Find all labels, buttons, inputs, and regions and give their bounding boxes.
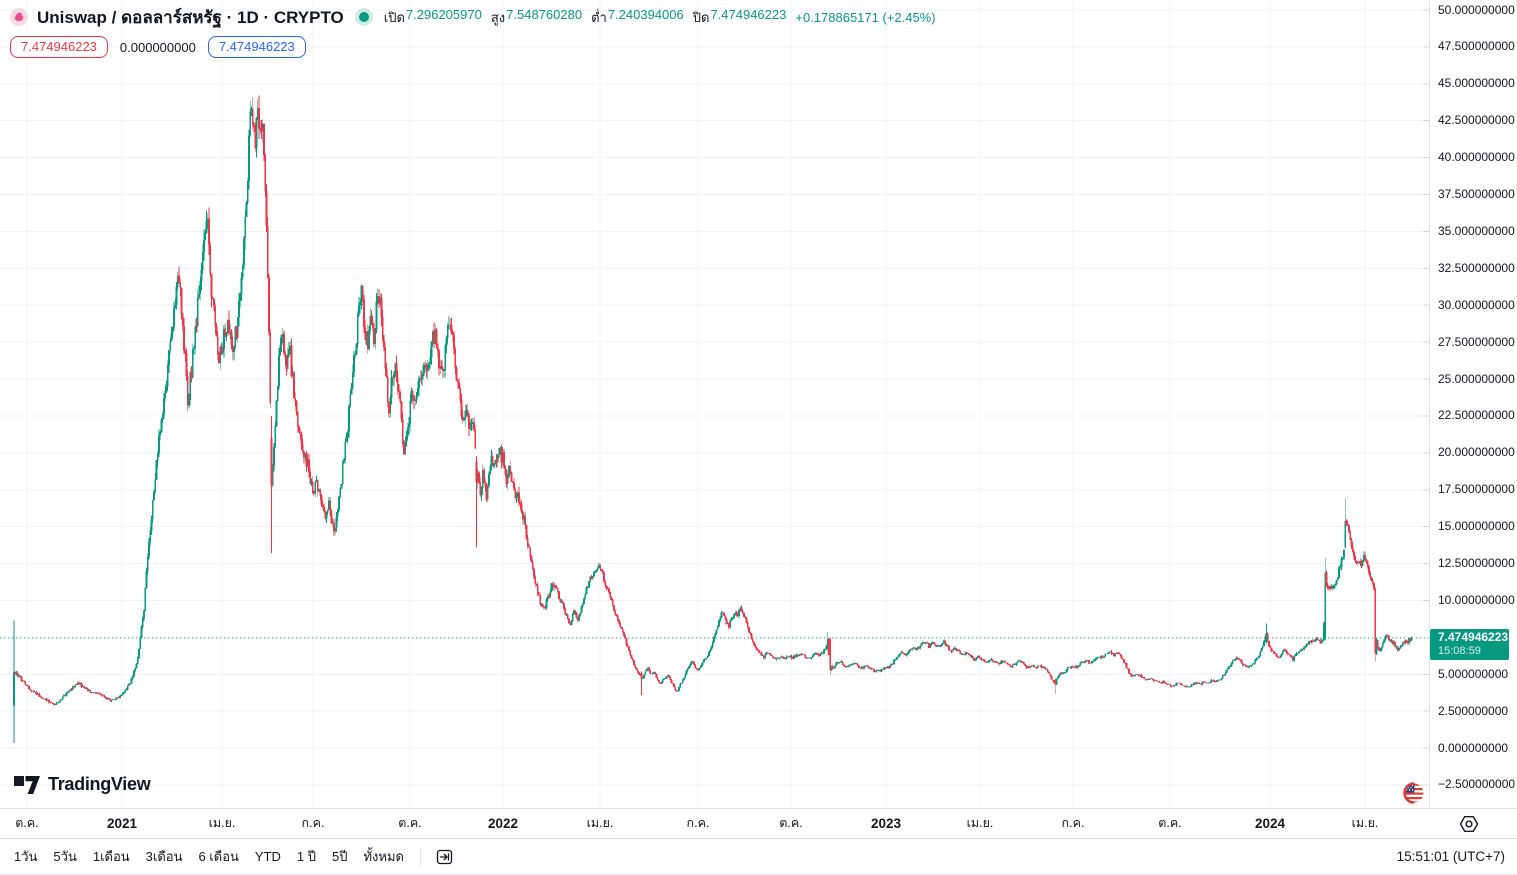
gear-icon[interactable] <box>1458 813 1480 835</box>
price-axis-label: 47.500000000 <box>1438 39 1515 54</box>
market-status-dot[interactable] <box>358 12 369 22</box>
bottom-toolbar: 1วัน 5วัน 1เดือน 3เดือน 6 เดือน YTD 1 ปี 5ปี ทั้… <box>0 838 1517 875</box>
high-label: สูง <box>490 9 506 25</box>
time-axis-month-label: ก.ค. <box>301 816 325 830</box>
price-axis-label: 17.500000000 <box>1438 482 1515 497</box>
range-button-5[interactable]: YTD <box>247 844 289 869</box>
range-buttons-group: 1วัน 5วัน 1เดือน 3เดือน 6 เดือน YTD 1 ปี 5ปี ทั้… <box>6 841 412 872</box>
price-axis-label: 50.000000000 <box>1438 2 1515 17</box>
price-axis[interactable]: 7.474946223 15:08:59 50.000000000 47.5000… <box>1429 0 1517 808</box>
change-value: +0.178865171 (+2.45%) <box>795 9 936 25</box>
high-value: 7.548760280 <box>506 6 583 22</box>
price-axis-label: 5.000000000 <box>1438 666 1509 681</box>
time-axis-month-label: ก.ค. <box>1061 816 1085 830</box>
open-value: 7.296205970 <box>405 6 482 22</box>
range-button-0[interactable]: 1วัน <box>6 841 45 872</box>
ohlc-values: เปิด 7.296205970 สูง 7.548760280 ต่ำ 7.2403… <box>384 7 936 28</box>
low-label: ต่ำ <box>591 9 607 25</box>
bar-countdown: 15:08:59 <box>1438 645 1481 658</box>
goto-date-button[interactable] <box>429 844 460 869</box>
range-button-4[interactable]: 6 เดือน <box>190 841 246 872</box>
price-axis-label: 2.500000000 <box>1438 703 1509 718</box>
range-button-1[interactable]: 5วัน <box>45 841 84 872</box>
time-axis-month-label: ต.ค. <box>15 816 39 830</box>
time-axis-month-label: ต.ค. <box>1158 816 1182 830</box>
price-axis-label: 15.000000000 <box>1438 519 1515 534</box>
toolbar-divider <box>419 846 421 867</box>
chart-legend: Uniswap / ดอลลาร์สหรัฐ · 1D · CRYPTO เปิ… <box>10 6 936 58</box>
time-axis[interactable]: ต.ค. 2021 เม.ย. ก.ค. ต.ค. 2022 เม.ย. ก.ค. ต.ค. 20… <box>0 808 1517 838</box>
price-axis-label: 25.000000000 <box>1438 371 1515 386</box>
price-alert-badge-blue[interactable]: 7.474946223 <box>207 36 306 58</box>
time-axis-month-label: ต.ค. <box>398 816 422 830</box>
price-axis-label: 30.000000000 <box>1438 297 1515 312</box>
close-label: ปิด <box>692 9 710 25</box>
price-axis-label: 35.000000000 <box>1438 223 1515 238</box>
range-button-6[interactable]: 1 ปี <box>289 841 324 872</box>
candlestick-chart[interactable] <box>0 0 1429 808</box>
range-button-7[interactable]: 5ปี <box>324 841 355 872</box>
price-axis-label: 45.000000000 <box>1438 76 1515 91</box>
price-alert-badge-red[interactable]: 7.474946223 <box>10 36 108 58</box>
time-axis-month-label: ต.ค. <box>779 816 803 830</box>
time-axis-month-label: เม.ย. <box>586 816 614 830</box>
symbol-title[interactable]: Uniswap / ดอลลาร์สหรัฐ · 1D · CRYPTO <box>37 7 344 27</box>
time-axis-month-label: เม.ย. <box>208 816 236 830</box>
time-axis-month-label: เม.ย. <box>966 816 994 830</box>
time-axis-year-label: 2021 <box>106 816 138 831</box>
uniswap-logo-icon <box>10 8 28 26</box>
price-axis-label: 32.500000000 <box>1438 260 1515 275</box>
price-axis-label: 22.500000000 <box>1438 408 1515 423</box>
price-axis-label: 12.500000000 <box>1438 556 1515 571</box>
tradingview-logo[interactable]: TradingView <box>14 772 151 796</box>
price-axis-label: 37.500000000 <box>1438 187 1515 202</box>
goto-date-icon <box>436 849 453 865</box>
range-button-8[interactable]: ทั้งหมด <box>355 841 412 872</box>
range-button-3[interactable]: 3เดือน <box>138 841 191 872</box>
pnl-value: 0.000000000 <box>119 39 196 55</box>
current-price-badge: 7.474946223 15:08:59 <box>1430 629 1509 661</box>
close-value: 7.474946223 <box>710 6 787 22</box>
open-label: เปิด <box>383 9 405 25</box>
price-axis-label: 42.500000000 <box>1438 113 1515 128</box>
us-flag-icon[interactable] <box>1402 781 1426 805</box>
range-button-2[interactable]: 1เดือน <box>85 841 138 872</box>
tradingview-mark-icon <box>14 776 40 794</box>
current-price-value: 7.474946223 <box>1438 630 1509 645</box>
chart-pane[interactable]: Uniswap / ดอลลาร์สหรัฐ · 1D · CRYPTO เปิ… <box>0 0 1517 808</box>
price-axis-label: 0.000000000 <box>1438 740 1509 755</box>
clock[interactable]: 15:51:01 (UTC+7) <box>1396 849 1505 864</box>
time-axis-month-label: ก.ค. <box>686 816 710 830</box>
price-axis-label: −2.500000000 <box>1438 777 1516 792</box>
price-axis-label: 20.000000000 <box>1438 445 1515 460</box>
time-axis-month-label: เม.ย. <box>1351 816 1379 830</box>
time-axis-year-label: 2022 <box>487 816 519 831</box>
tradingview-logo-text: TradingView <box>48 773 151 794</box>
price-axis-label: 40.000000000 <box>1438 150 1515 165</box>
low-value: 7.240394006 <box>607 6 684 22</box>
time-axis-year-label: 2023 <box>870 816 902 831</box>
price-axis-label: 10.000000000 <box>1438 592 1515 607</box>
price-axis-label: 27.500000000 <box>1438 334 1515 349</box>
time-axis-year-label: 2024 <box>1254 816 1286 831</box>
